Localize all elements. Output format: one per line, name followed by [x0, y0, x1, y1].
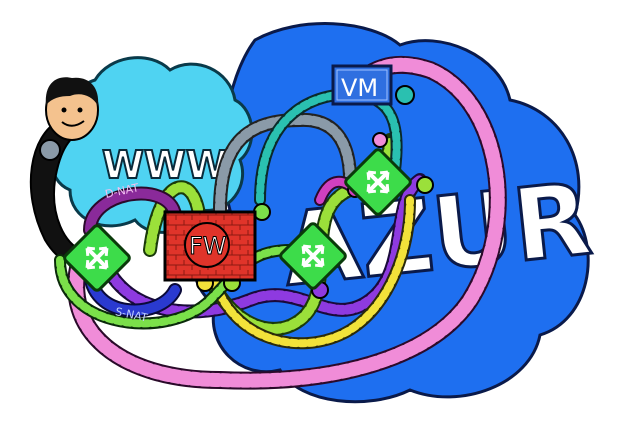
router-icon	[63, 224, 131, 292]
vm-label: VM	[341, 74, 378, 102]
fw-label: FW	[189, 232, 227, 260]
router-icon	[344, 148, 412, 216]
vm-icon	[331, 64, 393, 106]
router-icon	[279, 222, 347, 290]
www-label: WWW	[102, 143, 228, 187]
firewall-icon	[163, 210, 257, 282]
